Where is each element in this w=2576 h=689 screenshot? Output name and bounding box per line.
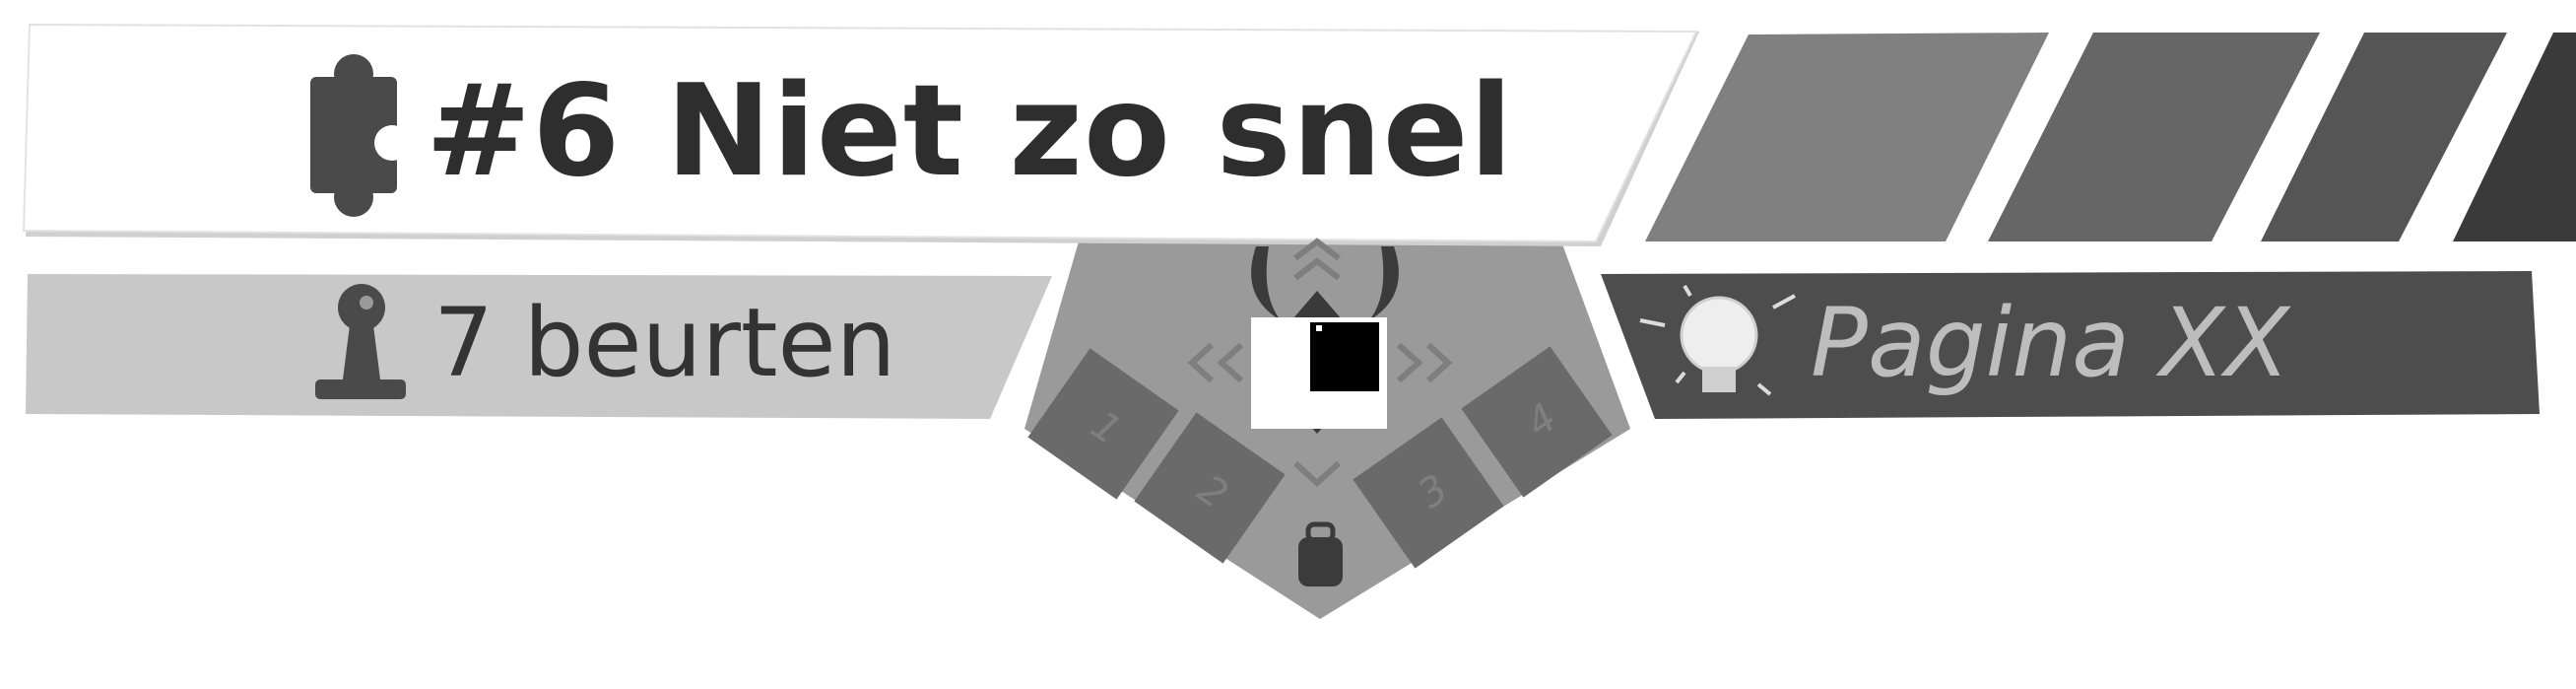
puzzle-piece-icon	[310, 54, 410, 217]
progress-tab-3	[2261, 33, 2507, 241]
controller-slot-1[interactable]	[1027, 348, 1179, 500]
hint-banner[interactable]	[1601, 271, 2540, 419]
slot-label-4: 4	[1518, 395, 1564, 447]
turns-banner	[26, 274, 1052, 419]
lightbulb-icon	[1639, 284, 1796, 396]
backpack-icon	[1298, 521, 1343, 586]
screen-content	[1310, 322, 1379, 391]
dpad-icon[interactable]	[1187, 238, 1453, 488]
progress-tab-4	[2453, 33, 2576, 241]
progress-tab-2	[1988, 33, 2320, 241]
pawn-icon	[315, 284, 406, 399]
progress-tab-1	[1645, 33, 2049, 241]
title-banner	[22, 23, 1698, 243]
hint-page-label[interactable]: Pagina XX	[1811, 288, 2290, 398]
slot-label-2: 2	[1189, 466, 1235, 517]
turns-count: 7 beurten	[433, 288, 896, 398]
monster-horns-icon	[1251, 246, 1399, 320]
controller-slot-2[interactable]	[1134, 412, 1286, 564]
controller-slot-3[interactable]	[1353, 417, 1504, 569]
level-title: #6 Niet zo snel	[426, 58, 1514, 205]
slot-label-3: 3	[1410, 466, 1456, 517]
controller-slot-4[interactable]	[1461, 346, 1613, 498]
slot-label-1: 1	[1083, 402, 1129, 453]
